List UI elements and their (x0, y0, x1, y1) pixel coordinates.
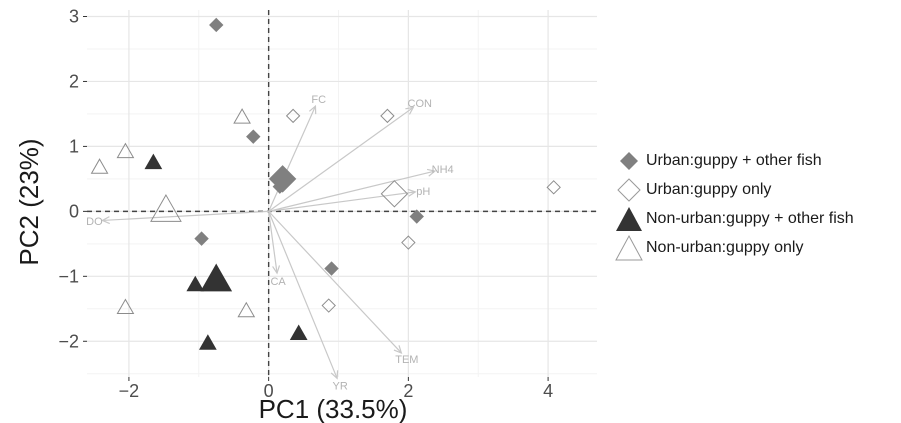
vector-arrowhead (405, 106, 415, 115)
vector-line-do (102, 210, 269, 222)
point-series-0 (194, 231, 209, 246)
centroid-series-1 (380, 180, 409, 208)
x-tick-label: 4 (543, 381, 553, 401)
vector-line-fc (268, 105, 317, 212)
triangle-filled-icon (612, 204, 646, 233)
vector-label-con: CON (408, 98, 433, 110)
vector-arrowhead (393, 345, 403, 354)
vector-line-con (268, 106, 414, 212)
x-axis-title: PC1 (33.5%) (259, 394, 408, 423)
legend-label: Non-urban:guppy + other fish (646, 209, 854, 227)
triangle-open-icon (612, 233, 646, 262)
vector-arrowhead (272, 265, 281, 275)
diamond-filled-icon (612, 146, 646, 175)
vector-line-nh4 (268, 170, 436, 212)
vector-arrowhead (426, 168, 437, 177)
diamond-open-icon (612, 175, 646, 204)
vector-label-ph: pH (416, 186, 430, 198)
vector-label-nh4: NH4 (432, 164, 454, 176)
data-points (90, 17, 561, 350)
x-tick-label: 2 (403, 381, 413, 401)
legend-label: Non-urban:guppy only (646, 238, 804, 256)
legend-item-urban-guppy: Urban:guppy only (612, 175, 854, 204)
legend-label: Urban:guppy only (646, 180, 772, 198)
x-tick-label: −2 (119, 381, 140, 401)
y-tick-label: 2 (69, 71, 79, 91)
centroid-series-3 (150, 194, 182, 222)
y-tick-label: 3 (69, 6, 79, 26)
point-series-0 (246, 129, 261, 144)
y-axis-title: PC2 (23%) (14, 138, 44, 265)
y-tick-label: −2 (58, 331, 79, 351)
point-series-2 (289, 324, 308, 340)
vector-label-do: DO (86, 216, 103, 228)
point-series-0 (409, 209, 424, 224)
point-series-1 (321, 298, 336, 313)
point-series-2 (144, 153, 163, 170)
point-series-1 (401, 235, 416, 250)
point-series-3 (116, 298, 135, 314)
legend-item-nonurban-guppy: Non-urban:guppy only (612, 233, 854, 262)
vector-line-ph (268, 191, 416, 212)
vector-label-tem: TEM (395, 354, 418, 366)
point-series-3 (233, 108, 251, 124)
centroid-series-0 (268, 165, 297, 193)
point-series-0 (324, 261, 339, 276)
point-series-3 (237, 301, 256, 318)
legend-item-urban-mixed: Urban:guppy + other fish (612, 146, 854, 175)
legend: Urban:guppy + other fish Urban:guppy onl… (612, 146, 854, 262)
reference-lines (87, 10, 597, 377)
y-tick-label: 0 (69, 201, 79, 221)
point-series-3 (90, 158, 109, 174)
vector-arrowhead (330, 370, 339, 380)
vector-label-fc: FC (311, 94, 326, 106)
vector-arrowhead (100, 216, 110, 225)
vector-arrowhead (308, 104, 317, 115)
point-series-0 (209, 17, 224, 33)
vector-arrowhead (407, 188, 417, 197)
vector-label-ca: CA (270, 276, 286, 288)
point-series-1 (380, 108, 395, 124)
axis-ticks: −2 0 2 4 −2 −1 0 1 2 3 (58, 6, 553, 401)
vector-label-yr: YR (333, 381, 348, 393)
vector-line-ca (268, 211, 278, 274)
legend-item-nonurban-mixed: Non-urban:guppy + other fish (612, 204, 854, 233)
point-series-1 (285, 108, 301, 124)
y-tick-label: −1 (58, 266, 79, 286)
point-series-3 (116, 142, 135, 159)
centroid-series-2 (200, 263, 233, 292)
point-series-1 (546, 180, 561, 195)
vector-line-tem (268, 210, 402, 354)
point-series-2 (199, 334, 217, 350)
grid-lines (87, 10, 597, 377)
legend-label: Urban:guppy + other fish (646, 151, 822, 169)
vector-line-yr (268, 211, 338, 379)
x-tick-label: 0 (264, 381, 274, 401)
point-series-2 (186, 275, 205, 292)
y-tick-label: 1 (69, 136, 79, 156)
